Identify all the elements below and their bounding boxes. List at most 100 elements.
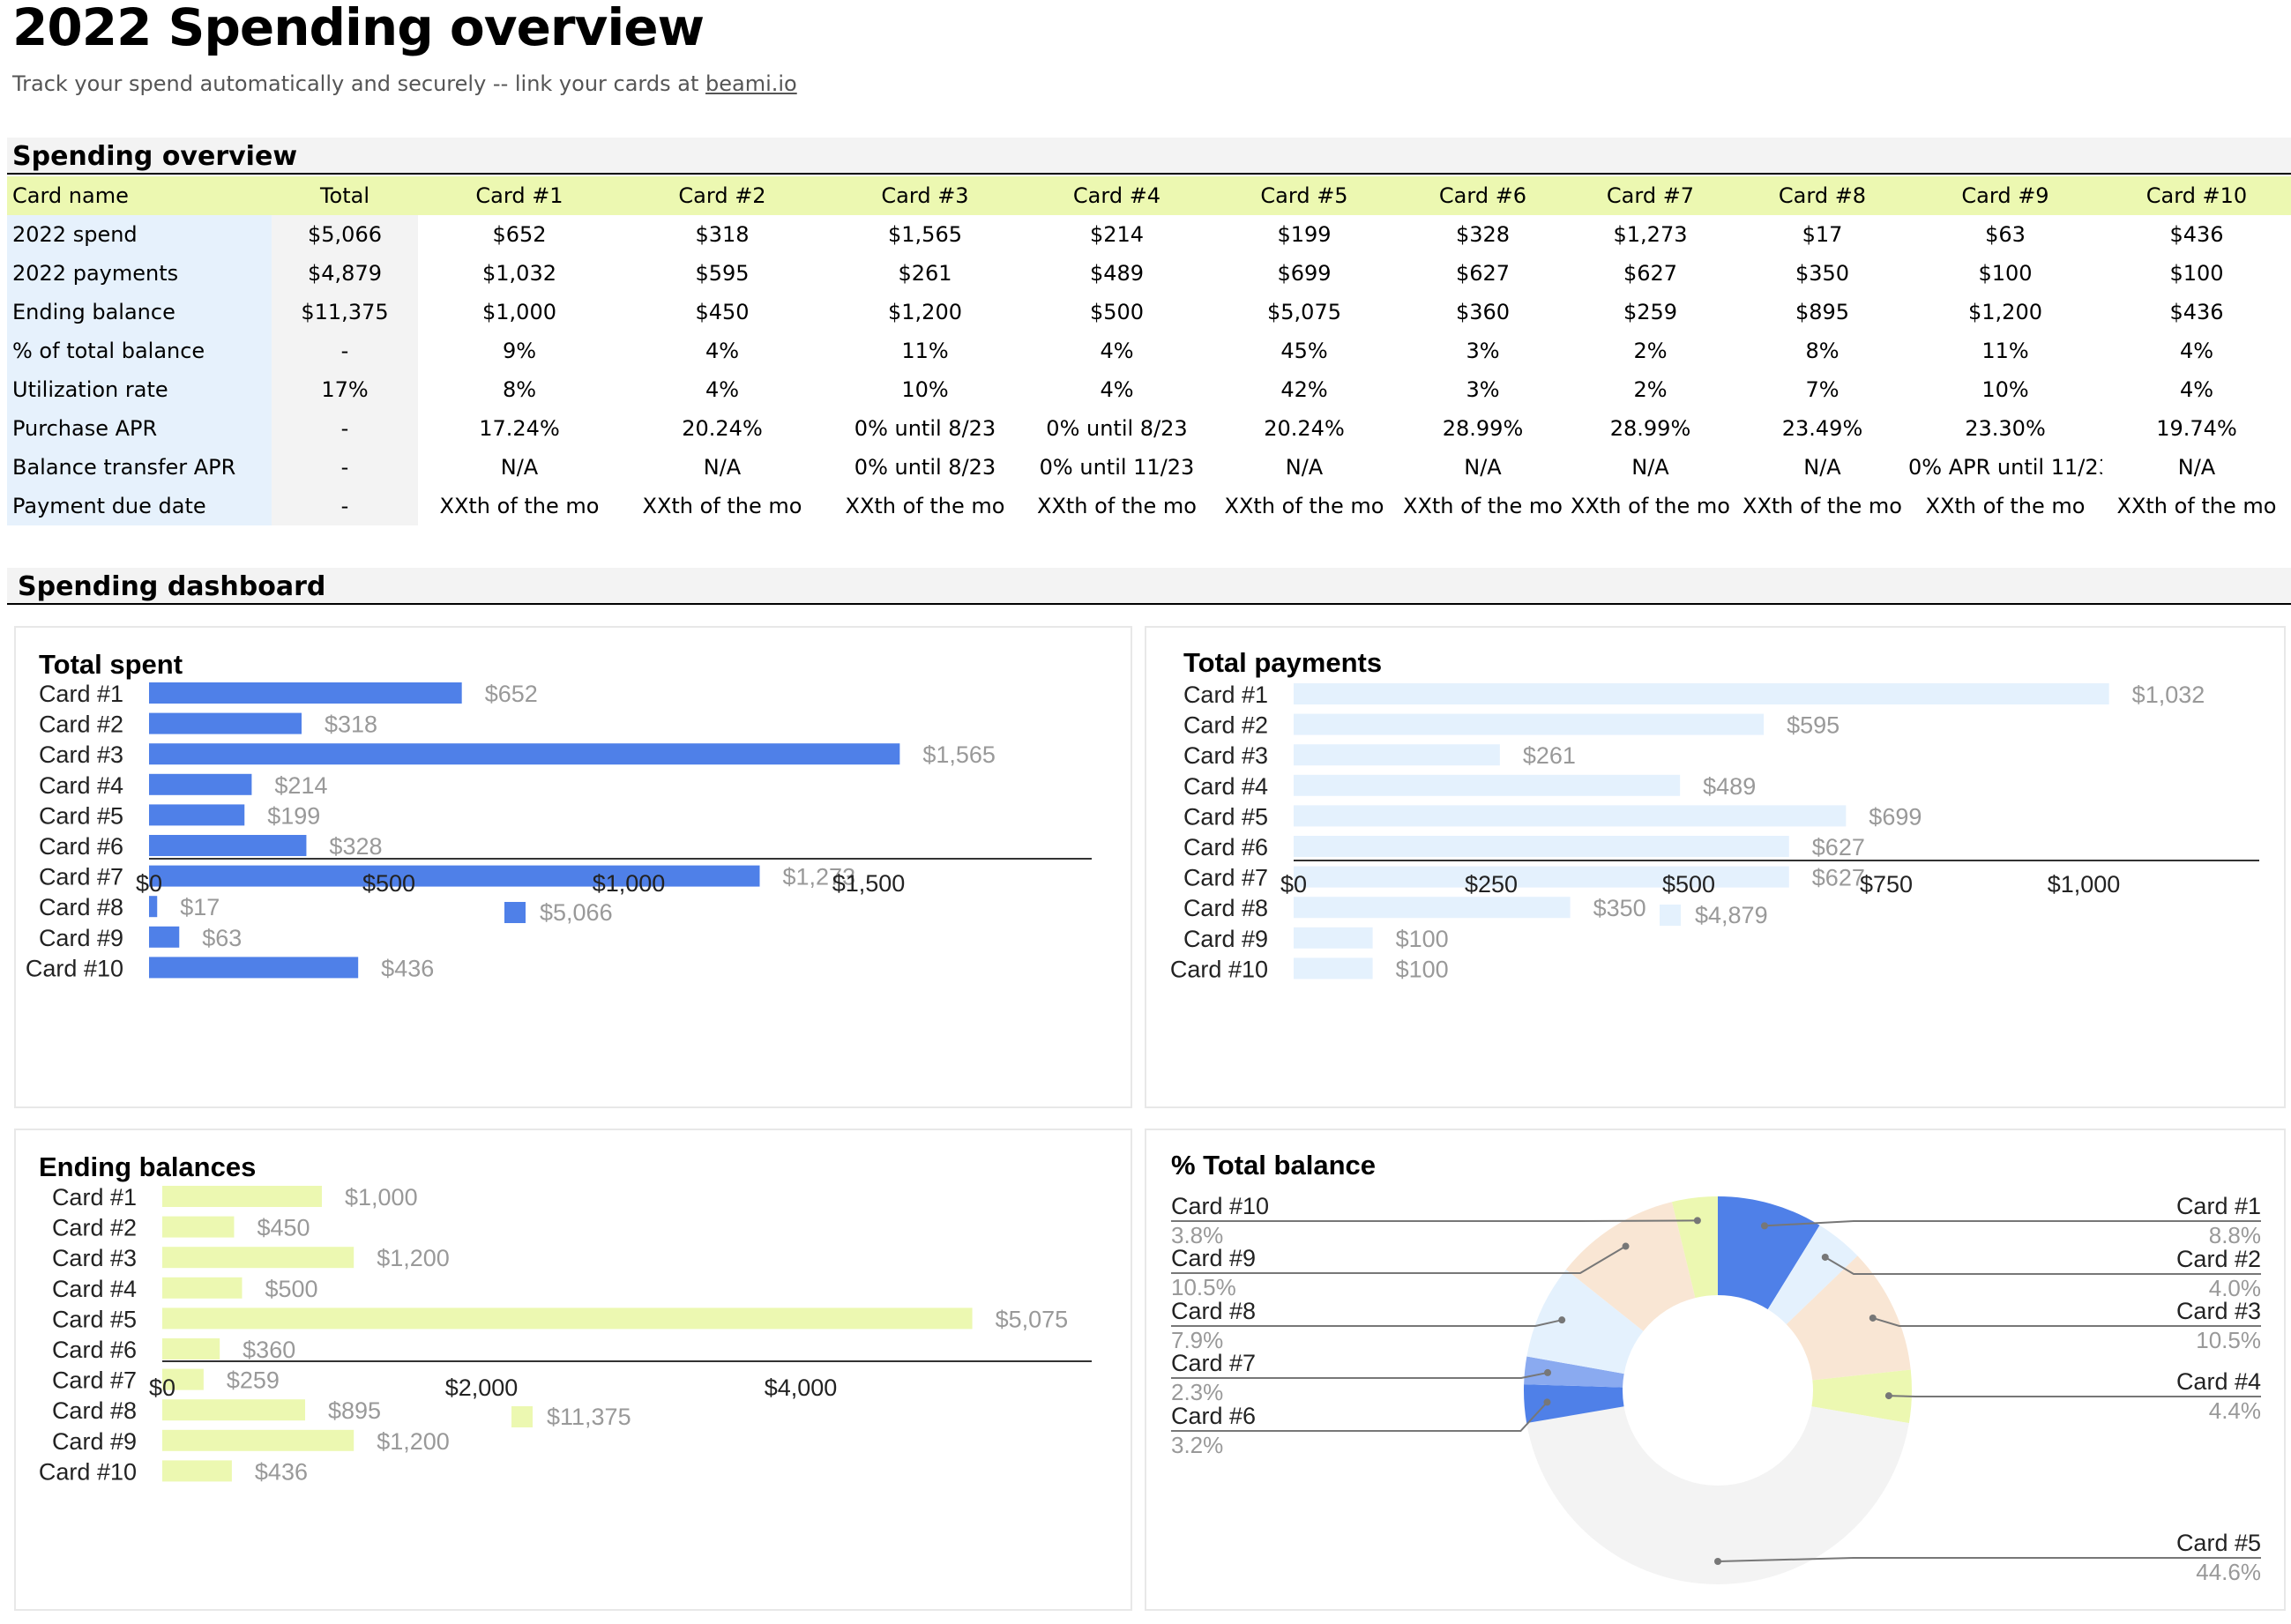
- table-cell[interactable]: $1,200: [888, 300, 962, 324]
- table-cell[interactable]: $100: [1978, 261, 2033, 286]
- table-cell[interactable]: $17: [1802, 222, 1843, 247]
- table-cell[interactable]: 4%: [1100, 339, 1134, 363]
- table-header-cell[interactable]: Total: [272, 176, 418, 215]
- table-cell[interactable]: 9%: [502, 339, 537, 363]
- table-cell[interactable]: $259: [1623, 300, 1678, 324]
- table-cell[interactable]: $627: [1455, 261, 1511, 286]
- table-cell[interactable]: N/A: [1464, 455, 1502, 480]
- table-cell[interactable]: N/A: [1803, 455, 1841, 480]
- table-cell[interactable]: XXth of the mo: [1571, 494, 1730, 518]
- table-cell[interactable]: 2%: [1633, 377, 1668, 402]
- table-cell[interactable]: N/A: [500, 455, 539, 480]
- table-header-cell[interactable]: Card #7: [1564, 176, 1736, 215]
- table-cell[interactable]: $328: [1455, 222, 1511, 247]
- table-cell[interactable]: 0% until 8/23: [854, 416, 996, 441]
- table-cell[interactable]: 19.74%: [2156, 416, 2237, 441]
- table-cell[interactable]: -: [272, 448, 418, 487]
- table-cell[interactable]: $11,375: [272, 293, 418, 332]
- table-cell[interactable]: $261: [898, 261, 952, 286]
- table-cell[interactable]: 20.24%: [1264, 416, 1345, 441]
- table-cell[interactable]: 4%: [2179, 339, 2214, 363]
- table-cell[interactable]: XXth of the mo: [439, 494, 600, 518]
- table-cell[interactable]: $1,273: [1613, 222, 1688, 247]
- table-cell[interactable]: 23.30%: [1965, 416, 2046, 441]
- table-cell[interactable]: 17.24%: [479, 416, 560, 441]
- table-cell[interactable]: XXth of the mo: [1743, 494, 1902, 518]
- table-cell[interactable]: N/A: [703, 455, 742, 480]
- table-cell[interactable]: $1,000: [482, 300, 556, 324]
- table-cell[interactable]: XXth of the mo: [1925, 494, 2086, 518]
- table-cell[interactable]: N/A: [2177, 455, 2216, 480]
- table-cell[interactable]: 7%: [1805, 377, 1840, 402]
- table-cell[interactable]: 4%: [1100, 377, 1134, 402]
- table-cell[interactable]: 0% until 8/23: [854, 455, 996, 480]
- table-cell[interactable]: 10%: [1981, 377, 2029, 402]
- row-label[interactable]: % of total balance: [7, 332, 272, 370]
- table-cell[interactable]: $199: [1277, 222, 1332, 247]
- table-cell[interactable]: $214: [1089, 222, 1145, 247]
- table-cell[interactable]: 20.24%: [682, 416, 763, 441]
- row-label[interactable]: Ending balance: [7, 293, 272, 332]
- table-cell[interactable]: $699: [1277, 261, 1332, 286]
- table-cell[interactable]: $360: [1455, 300, 1511, 324]
- table-cell[interactable]: $4,879: [272, 254, 418, 293]
- table-cell[interactable]: 11%: [1981, 339, 2029, 363]
- table-cell[interactable]: $1,200: [1968, 300, 2042, 324]
- table-cell[interactable]: XXth of the mo: [2116, 494, 2277, 518]
- table-cell[interactable]: 17%: [272, 370, 418, 409]
- table-cell[interactable]: XXth of the mo: [642, 494, 802, 518]
- table-cell[interactable]: 42%: [1280, 377, 1328, 402]
- table-cell[interactable]: 0% until 11/23: [1039, 455, 1195, 480]
- table-header-cell[interactable]: Card #5: [1207, 176, 1401, 215]
- table-cell[interactable]: 4%: [2179, 377, 2214, 402]
- table-header-cell[interactable]: Card #3: [824, 176, 1026, 215]
- table-cell[interactable]: 0% until 8/23: [1046, 416, 1188, 441]
- table-cell[interactable]: $450: [695, 300, 750, 324]
- table-cell[interactable]: XXth of the mo: [845, 494, 1005, 518]
- table-cell[interactable]: $895: [1795, 300, 1850, 324]
- table-cell[interactable]: 8%: [1805, 339, 1840, 363]
- table-header-cell[interactable]: Card #8: [1736, 176, 1908, 215]
- table-cell[interactable]: -: [272, 409, 418, 448]
- table-cell[interactable]: 28.99%: [1442, 416, 1524, 441]
- row-label[interactable]: Utilization rate: [7, 370, 272, 409]
- table-cell[interactable]: $652: [492, 222, 547, 247]
- row-label[interactable]: 2022 payments: [7, 254, 272, 293]
- table-cell[interactable]: 23.49%: [1781, 416, 1863, 441]
- table-cell[interactable]: $1,565: [888, 222, 962, 247]
- table-cell[interactable]: 10%: [901, 377, 949, 402]
- table-cell[interactable]: 28.99%: [1609, 416, 1691, 441]
- table-cell[interactable]: 4%: [705, 339, 740, 363]
- table-cell[interactable]: $63: [1985, 222, 2026, 247]
- table-cell[interactable]: $318: [695, 222, 750, 247]
- table-cell[interactable]: $1,032: [482, 261, 556, 286]
- row-label[interactable]: Payment due date: [7, 487, 272, 525]
- table-header-cell[interactable]: Card #6: [1401, 176, 1564, 215]
- beami-link[interactable]: beami.io: [705, 71, 797, 96]
- row-label[interactable]: Balance transfer APR: [7, 448, 272, 487]
- table-cell[interactable]: XXth of the mo: [1224, 494, 1384, 518]
- table-cell[interactable]: $350: [1795, 261, 1850, 286]
- table-cell[interactable]: 45%: [1280, 339, 1328, 363]
- row-label[interactable]: 2022 spend: [7, 215, 272, 254]
- table-header-cell[interactable]: Card #2: [621, 176, 824, 215]
- table-header-cell[interactable]: Card #1: [418, 176, 621, 215]
- table-cell[interactable]: $5,075: [1267, 300, 1341, 324]
- table-cell[interactable]: 0% APR until 11/23: [1908, 455, 2102, 480]
- table-cell[interactable]: 3%: [1466, 339, 1500, 363]
- table-cell[interactable]: 2%: [1633, 339, 1668, 363]
- table-cell[interactable]: 11%: [901, 339, 949, 363]
- table-header-cell[interactable]: Card #9: [1908, 176, 2102, 215]
- table-cell[interactable]: $489: [1089, 261, 1145, 286]
- table-cell[interactable]: $5,066: [272, 215, 418, 254]
- table-cell[interactable]: N/A: [1631, 455, 1669, 480]
- table-header-cell[interactable]: Card name: [7, 176, 272, 215]
- table-cell[interactable]: XXth of the mo: [1403, 494, 1563, 518]
- table-cell[interactable]: $100: [2169, 261, 2224, 286]
- table-cell[interactable]: 8%: [502, 377, 537, 402]
- row-label[interactable]: Purchase APR: [7, 409, 272, 448]
- table-cell[interactable]: XXth of the mo: [1037, 494, 1197, 518]
- table-cell[interactable]: $595: [695, 261, 750, 286]
- table-cell[interactable]: -: [272, 332, 418, 370]
- table-cell[interactable]: -: [272, 487, 418, 525]
